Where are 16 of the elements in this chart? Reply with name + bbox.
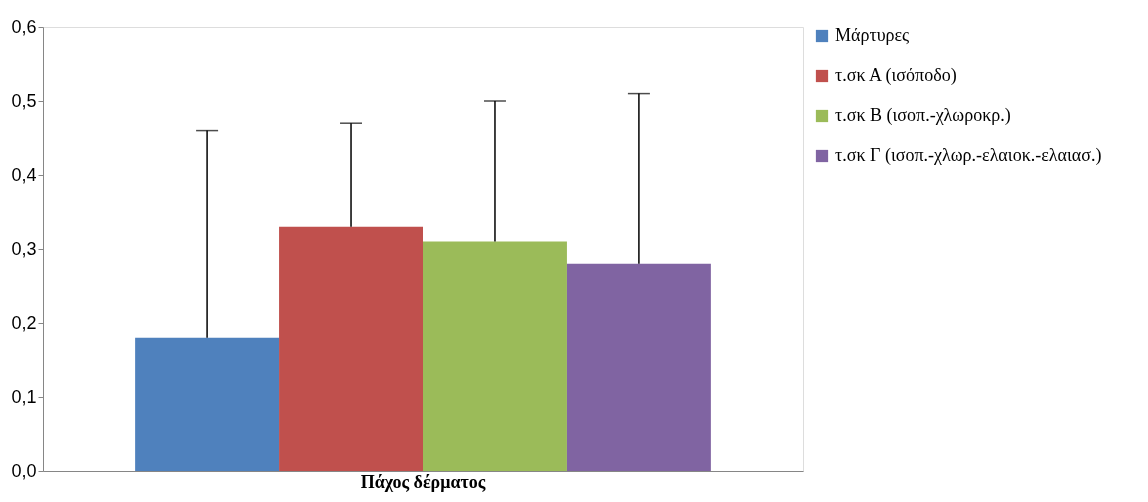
legend-label: τ.σκ Β (ισοπ.-χλωροκρ.) bbox=[835, 105, 1011, 126]
bar bbox=[566, 263, 711, 471]
x-tick-label: Πάχος δέρματος bbox=[360, 471, 486, 492]
y-tick-label: 0,6 bbox=[11, 16, 37, 37]
legend-label: τ.σκ Α (ισόποδο) bbox=[835, 65, 957, 86]
y-tick-label: 0,3 bbox=[11, 238, 37, 259]
bar bbox=[423, 241, 567, 471]
legend-label: Μάρτυρες bbox=[835, 25, 910, 45]
bar bbox=[135, 337, 280, 471]
y-tick-label: 0,2 bbox=[11, 312, 37, 333]
y-tick-label: 0,0 bbox=[11, 460, 37, 481]
y-tick-label: 0,4 bbox=[11, 164, 37, 185]
y-tick-label: 0,1 bbox=[11, 386, 37, 407]
legend-label: τ.σκ Γ (ισοπ.-χλωρ.-ελαιοκ.-ελαιασ.) bbox=[835, 145, 1102, 166]
bar bbox=[279, 226, 423, 471]
y-tick-label: 0,5 bbox=[11, 90, 37, 111]
